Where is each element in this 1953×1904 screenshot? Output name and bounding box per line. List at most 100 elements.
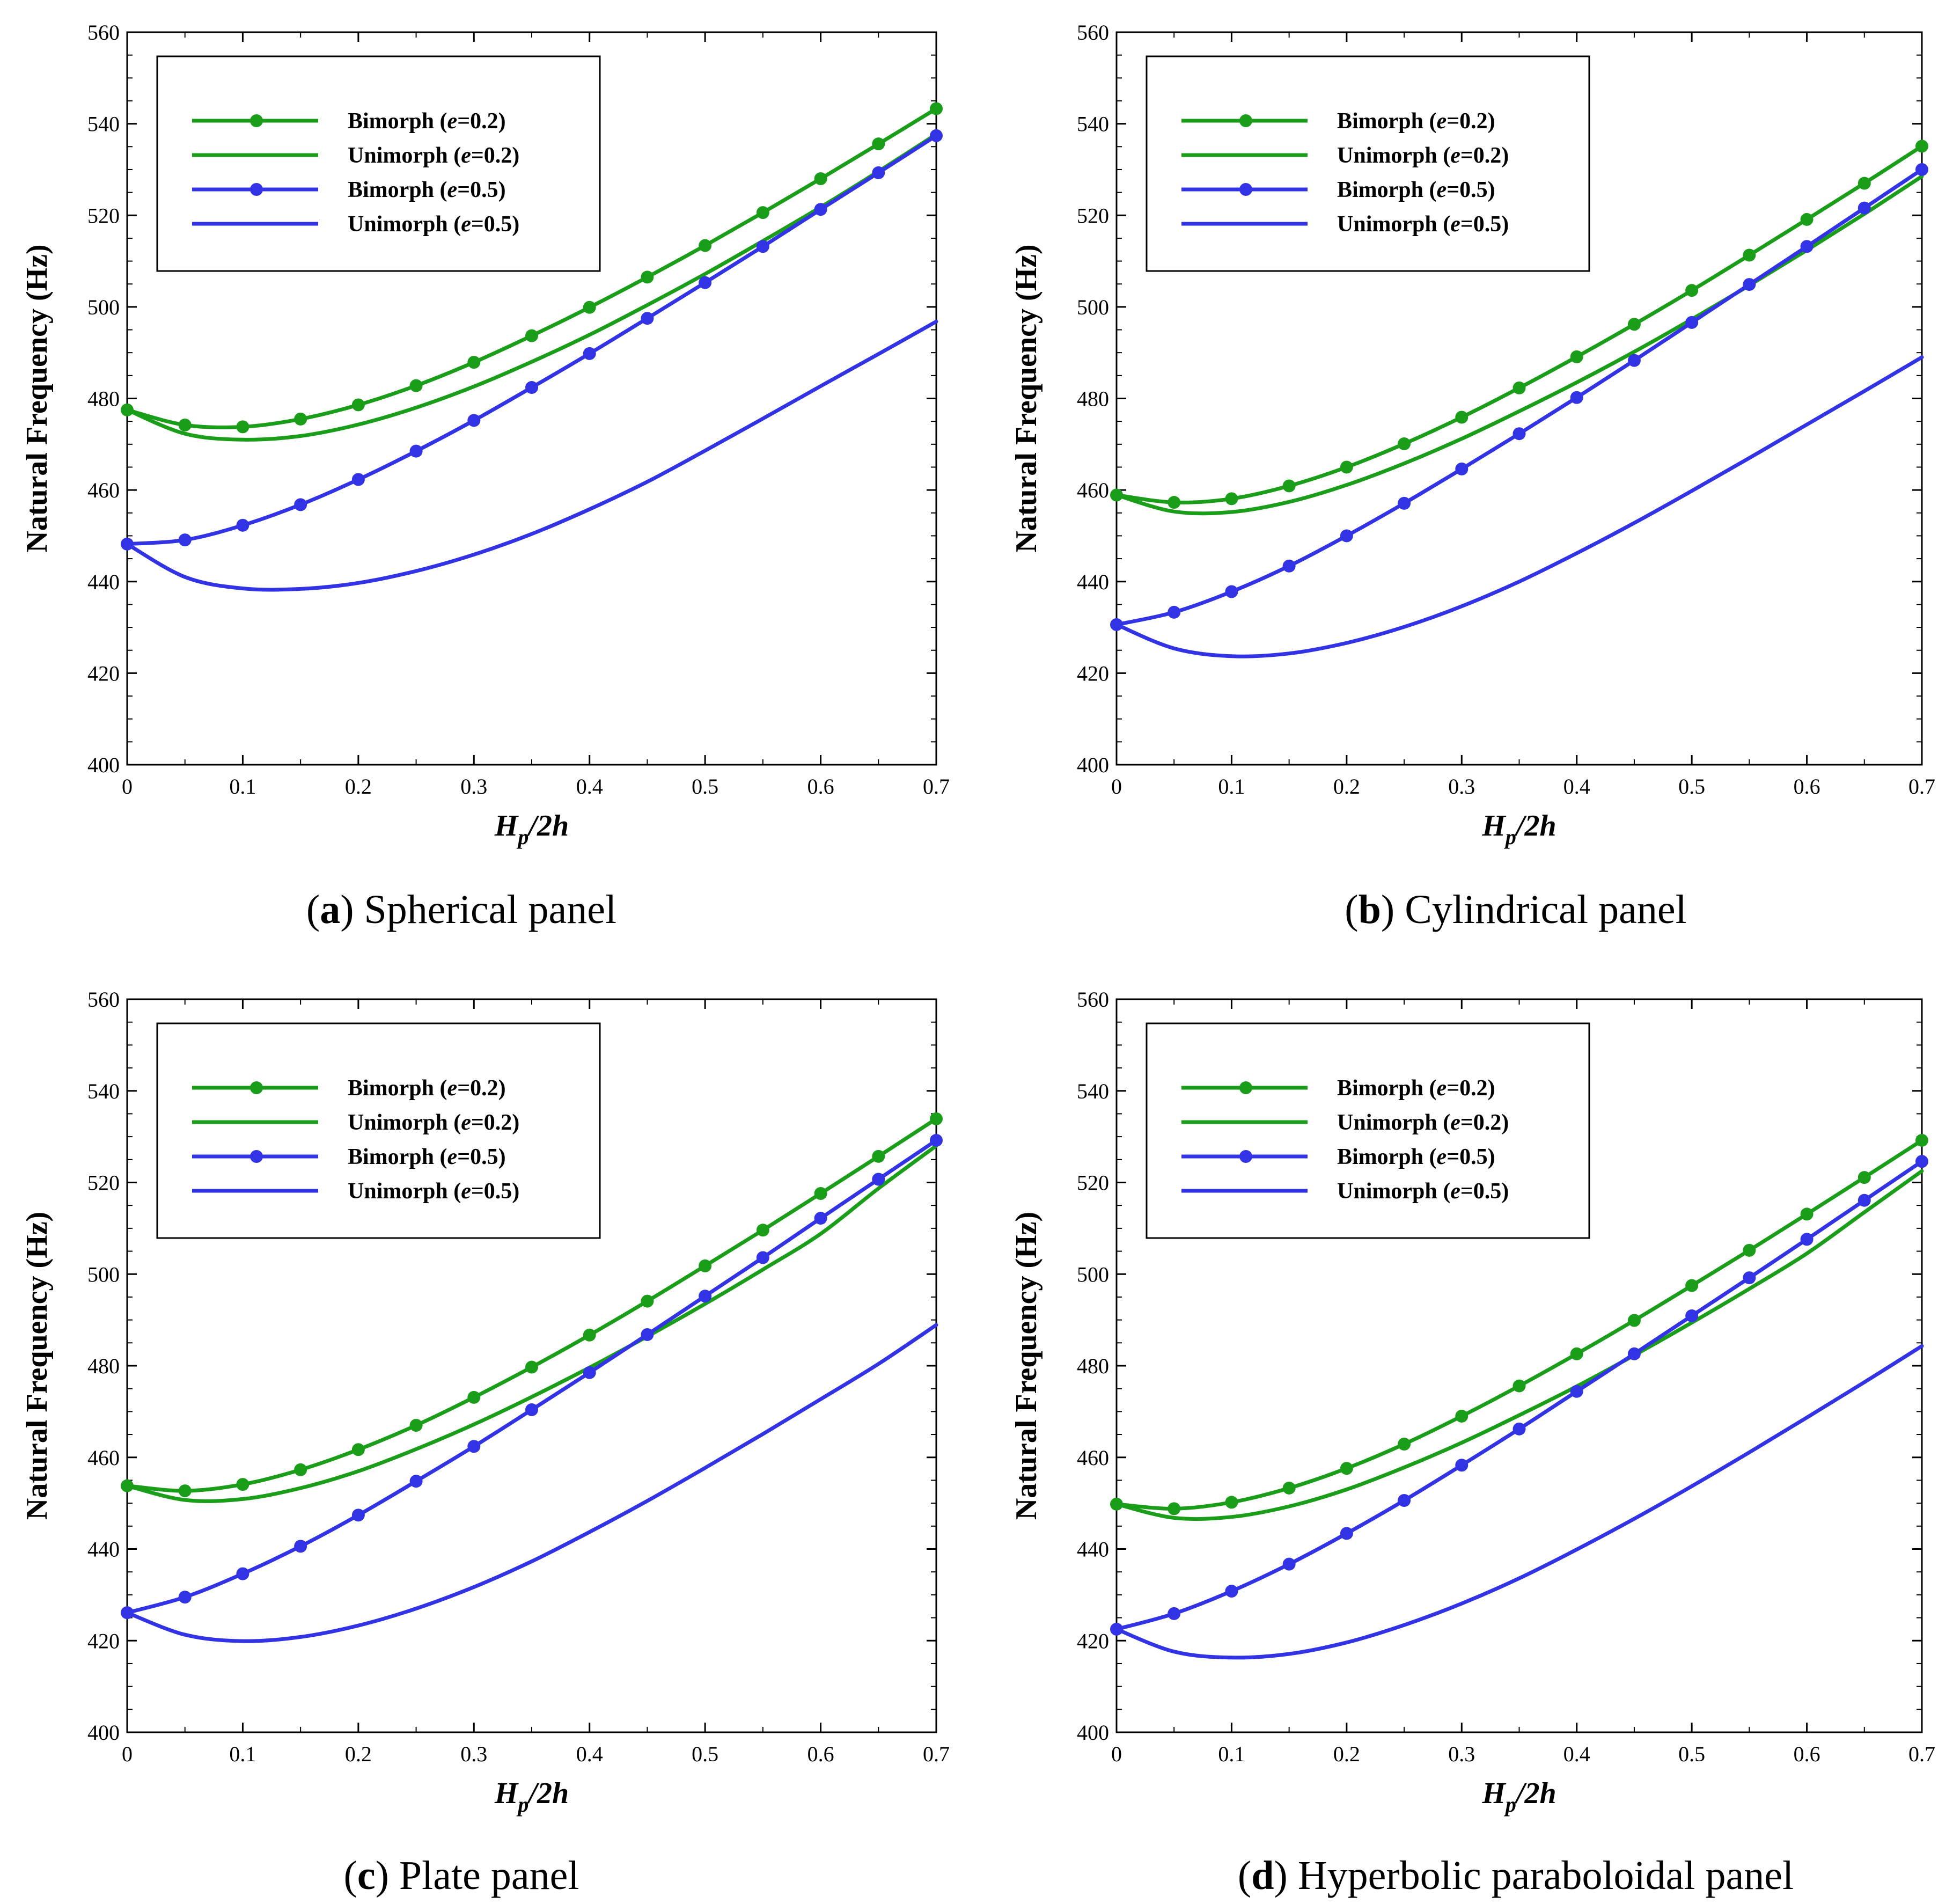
legend-item: Bimorph (e=0.5) [1181, 1145, 1495, 1169]
legend-label: Unimorph (e=0.2) [1337, 1110, 1509, 1135]
legend-label-name: Bimorph [348, 109, 434, 134]
x-axis-label: Hp/2h [1481, 1777, 1556, 1817]
data-point [1915, 1133, 1928, 1147]
data-point [1168, 496, 1181, 509]
data-point [1398, 437, 1411, 450]
data-point [467, 1390, 481, 1404]
data-point [583, 347, 596, 360]
y-axis-ticks: 400 420 440 460 480 500 520 540 560 [1077, 20, 1922, 777]
y-tick-label: 460 [1077, 1446, 1109, 1470]
x-tick-label: 0.5 [1678, 774, 1705, 799]
data-point [1340, 460, 1353, 474]
data-point [178, 1591, 192, 1604]
data-point [699, 1259, 712, 1272]
legend-label-paren: ( [434, 1076, 447, 1101]
data-point [1800, 1233, 1814, 1246]
legend-label-value: =0.2) [1447, 109, 1495, 134]
legend-label: Unimorph (e=0.5) [348, 1179, 519, 1204]
series-line [125, 319, 938, 592]
legend-item: Bimorph (e=0.2) [192, 109, 506, 134]
legend-label-value: =0.5) [1460, 212, 1509, 237]
legend-label-e: e [1437, 1145, 1447, 1169]
x-tick-label: 0.3 [1448, 1742, 1475, 1766]
y-tick-label: 400 [87, 1720, 120, 1745]
x-axis-label-tail: /2h [1514, 1777, 1556, 1810]
legend-label-value: =0.2) [471, 1110, 519, 1135]
data-point [1627, 318, 1641, 331]
series-unimorph-3 [1114, 355, 1924, 658]
y-tick-label: 440 [87, 570, 120, 594]
data-point [351, 398, 365, 412]
legend-label-name: Bimorph [1337, 1145, 1423, 1169]
data-point [1398, 496, 1411, 510]
data-point [1685, 1309, 1699, 1322]
legend-label-e: e [461, 1110, 471, 1135]
series-bimorph-0 [121, 102, 943, 434]
series-bimorph-2 [121, 1133, 943, 1620]
y-tick-label: 420 [87, 661, 120, 685]
data-point [1857, 201, 1871, 215]
caption-title: Hyperbolic paraboloidal panel [1298, 1853, 1794, 1898]
legend-label: Bimorph (e=0.5) [348, 1145, 506, 1169]
y-tick-label: 500 [87, 295, 120, 319]
data-point [1282, 479, 1296, 493]
data-point [351, 473, 365, 486]
y-tick-label: 560 [1077, 20, 1109, 45]
legend-label-e: e [1450, 143, 1460, 168]
data-point [409, 444, 423, 458]
data-point [1455, 462, 1469, 475]
x-tick-label: 0.1 [1218, 1742, 1245, 1766]
series-unimorph-3 [125, 1323, 938, 1643]
legend-label-value: =0.5) [471, 1179, 519, 1204]
legend-label: Unimorph (e=0.5) [348, 212, 519, 237]
x-tick-label: 0.3 [1448, 774, 1475, 799]
legend-label-paren: ( [1423, 1145, 1437, 1169]
legend-label: Unimorph (e=0.2) [348, 143, 519, 168]
y-axis-ticks: 400 420 440 460 480 500 520 540 560 [87, 987, 936, 1745]
data-point [467, 356, 481, 369]
legend-label-e: e [1450, 212, 1460, 237]
y-tick-label: 400 [1077, 1720, 1109, 1745]
data-point [1627, 354, 1641, 367]
caption-open: ( [1345, 887, 1358, 932]
legend-label-value: =0.2) [457, 109, 505, 134]
data-point [1168, 605, 1181, 619]
legend-label: Unimorph (e=0.2) [348, 1110, 519, 1135]
y-tick-label: 440 [1077, 570, 1109, 594]
y-tick-label: 560 [1077, 987, 1109, 1012]
legend-label-paren: ( [1437, 212, 1451, 237]
data-point [409, 1418, 423, 1432]
legend-item: Unimorph (e=0.2) [1181, 143, 1509, 168]
x-tick-label: 0.1 [229, 774, 256, 799]
legend-label: Unimorph (e=0.5) [1337, 1179, 1509, 1204]
data-point [1743, 1271, 1756, 1285]
legend-label-e: e [1437, 1076, 1447, 1101]
caption-close: ) [376, 1853, 399, 1898]
y-axis-label: Natural Frequency (Hz) [20, 1212, 54, 1520]
y-tick-label: 480 [87, 387, 120, 411]
data-point [872, 1149, 885, 1163]
data-point [236, 420, 249, 434]
legend-label-e: e [1437, 178, 1447, 202]
series-bimorph-2 [121, 129, 943, 551]
data-point [1685, 316, 1699, 329]
x-tick-label: 0.4 [1563, 774, 1590, 799]
data-point [1168, 1502, 1181, 1515]
series-unimorph-3 [1114, 1344, 1924, 1660]
legend-label-value: =0.2) [1460, 1110, 1509, 1135]
x-tick-label: 0.6 [807, 1742, 834, 1766]
legend-label-name: Unimorph [1337, 143, 1437, 168]
x-tick-label: 0.7 [923, 1742, 950, 1766]
data-point [1282, 559, 1296, 573]
data-point [1915, 163, 1928, 176]
data-point [525, 329, 538, 342]
data-point [1455, 1409, 1469, 1423]
data-point [1513, 1422, 1526, 1436]
x-tick-label: 0.2 [1333, 774, 1360, 799]
x-tick-label: 0 [122, 774, 133, 799]
x-axis-label-subscript: p [1504, 825, 1516, 849]
legend-label-value: =0.5) [1460, 1179, 1509, 1204]
series-line [125, 1144, 938, 1503]
data-point [1800, 240, 1814, 253]
series-line [1114, 144, 1924, 504]
